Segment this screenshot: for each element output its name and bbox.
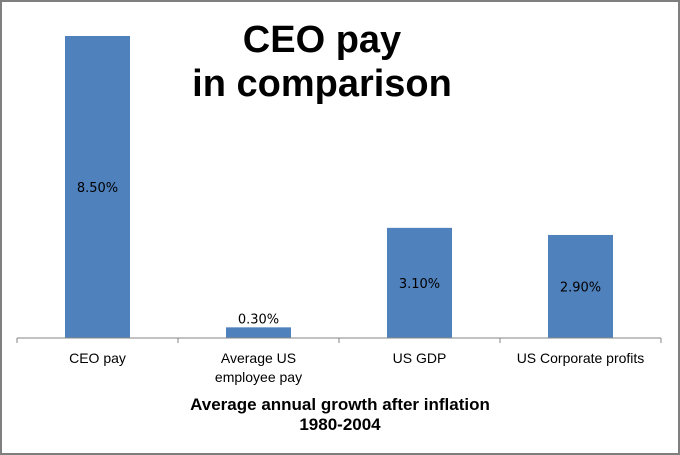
- data-label: 2.90%: [560, 280, 601, 295]
- category-label: employee pay: [215, 369, 302, 385]
- chart-title-line-1: CEO pay: [242, 19, 402, 61]
- chart-title-line-2: in comparison: [192, 63, 452, 105]
- data-label: 3.10%: [399, 277, 440, 292]
- data-label: 0.30%: [238, 312, 279, 327]
- bar: [387, 227, 452, 338]
- category-label: US Corporate profits: [517, 350, 645, 366]
- x-axis-title-line-1: Average annual growth after inflation: [190, 395, 490, 414]
- x-axis-title-line-2: 1980-2004: [299, 415, 381, 434]
- bar: [65, 36, 130, 338]
- data-label: 8.50%: [77, 181, 118, 196]
- bar: [548, 234, 613, 338]
- bar: [226, 327, 291, 338]
- category-label: CEO pay: [69, 350, 126, 366]
- category-label: Average US: [221, 350, 296, 366]
- category-label: US GDP: [393, 350, 447, 366]
